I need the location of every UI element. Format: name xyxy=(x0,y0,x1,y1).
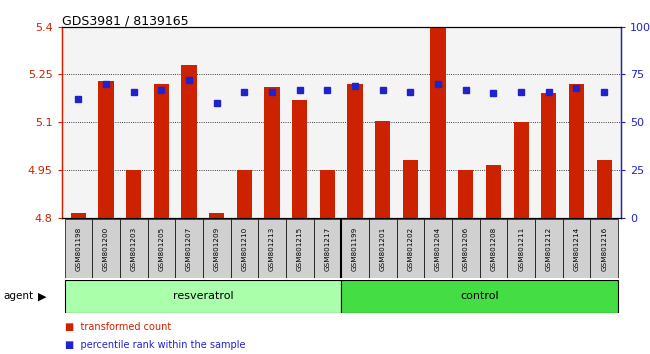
Bar xyxy=(590,219,618,278)
Text: GSM801206: GSM801206 xyxy=(463,227,469,271)
Bar xyxy=(535,219,563,278)
Bar xyxy=(126,170,141,218)
Bar xyxy=(597,160,612,218)
Bar xyxy=(92,219,120,278)
Bar xyxy=(64,219,92,278)
Bar xyxy=(320,170,335,218)
Bar xyxy=(237,170,252,218)
Text: GSM801204: GSM801204 xyxy=(435,227,441,271)
Bar xyxy=(486,165,501,218)
Text: agent: agent xyxy=(3,291,33,302)
Bar xyxy=(181,65,197,218)
Bar xyxy=(265,87,279,218)
Bar xyxy=(209,213,224,218)
Text: GSM801215: GSM801215 xyxy=(297,227,303,271)
Bar xyxy=(148,219,176,278)
Text: ■  percentile rank within the sample: ■ percentile rank within the sample xyxy=(65,340,246,350)
Bar xyxy=(541,93,556,218)
Text: GSM801203: GSM801203 xyxy=(131,227,136,271)
Bar xyxy=(341,219,369,278)
Bar xyxy=(203,219,231,278)
Bar xyxy=(507,219,535,278)
Bar xyxy=(176,219,203,278)
Bar xyxy=(452,219,480,278)
Text: GSM801205: GSM801205 xyxy=(159,227,164,271)
Bar xyxy=(424,219,452,278)
Bar xyxy=(369,219,396,278)
Bar xyxy=(403,160,418,218)
Bar xyxy=(120,219,148,278)
Text: ■  transformed count: ■ transformed count xyxy=(65,322,171,332)
Text: GSM801213: GSM801213 xyxy=(269,227,275,271)
Text: GSM801209: GSM801209 xyxy=(214,227,220,271)
Text: GSM801214: GSM801214 xyxy=(573,227,579,271)
Text: resveratrol: resveratrol xyxy=(172,291,233,302)
Text: GSM801201: GSM801201 xyxy=(380,227,385,271)
Bar xyxy=(341,280,618,313)
Bar xyxy=(292,100,307,218)
Text: GSM801212: GSM801212 xyxy=(546,227,552,271)
Text: GSM801210: GSM801210 xyxy=(241,227,248,271)
Text: control: control xyxy=(460,291,499,302)
Bar xyxy=(286,219,313,278)
Bar xyxy=(258,219,286,278)
Text: ▶: ▶ xyxy=(38,291,46,302)
Text: GSM801208: GSM801208 xyxy=(491,227,497,271)
Bar xyxy=(231,219,258,278)
Bar xyxy=(430,28,446,218)
Bar xyxy=(563,219,590,278)
Bar xyxy=(569,84,584,218)
Bar xyxy=(71,213,86,218)
Text: GSM801202: GSM801202 xyxy=(408,227,413,271)
Bar xyxy=(458,170,473,218)
Text: GSM801200: GSM801200 xyxy=(103,227,109,271)
Bar xyxy=(313,219,341,278)
Bar xyxy=(375,120,391,218)
Text: GSM801207: GSM801207 xyxy=(186,227,192,271)
Text: GDS3981 / 8139165: GDS3981 / 8139165 xyxy=(62,14,188,27)
Text: GSM801211: GSM801211 xyxy=(518,227,524,271)
Text: GSM801216: GSM801216 xyxy=(601,227,607,271)
Text: GSM801198: GSM801198 xyxy=(75,227,81,271)
Text: GSM801199: GSM801199 xyxy=(352,227,358,271)
Bar xyxy=(480,219,507,278)
Bar xyxy=(98,81,114,218)
Bar xyxy=(154,84,169,218)
Bar xyxy=(514,122,528,218)
Bar xyxy=(396,219,424,278)
Bar xyxy=(64,280,341,313)
Text: GSM801217: GSM801217 xyxy=(324,227,330,271)
Bar xyxy=(348,84,363,218)
